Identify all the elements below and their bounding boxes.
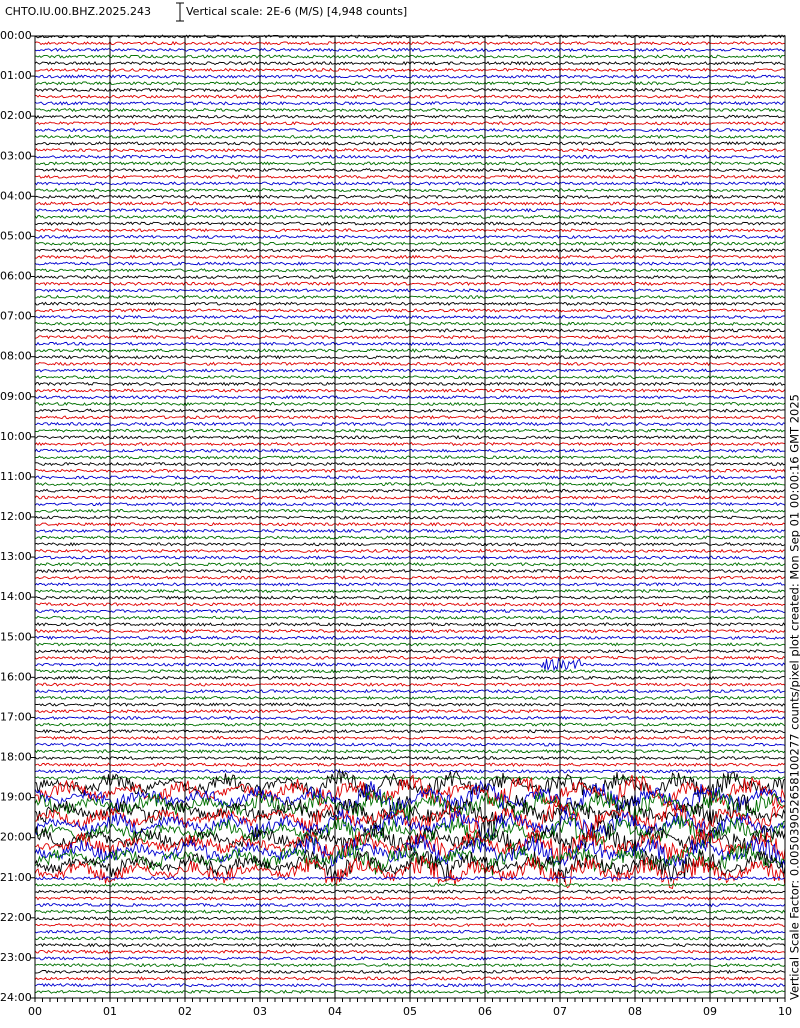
minute-label: 09 [703,1005,717,1018]
minute-label: 00 [28,1005,42,1018]
minute-label: 02 [178,1005,192,1018]
hour-label: 07:00 [0,310,32,323]
minute-label: 03 [253,1005,267,1018]
hour-label: 23:00 [0,951,32,964]
minute-label: 01 [103,1005,117,1018]
minute-label: 10 [778,1005,792,1018]
minute-label: 04 [328,1005,342,1018]
hour-label: 05:00 [0,229,32,242]
hour-label: 16:00 [0,670,32,683]
hour-label: 02:00 [0,109,32,122]
hour-label: 08:00 [0,350,32,363]
hour-label: 10:00 [0,430,32,443]
minute-label: 05 [403,1005,417,1018]
hour-label: 06:00 [0,270,32,283]
hour-label: 01:00 [0,69,32,82]
hour-label: 22:00 [0,911,32,924]
hour-label: 09:00 [0,390,32,403]
hour-label: 11:00 [0,470,32,483]
hour-label: 12:00 [0,510,32,523]
hour-label: 24:00 [0,991,32,1004]
hour-label: 20:00 [0,831,32,844]
hour-label: 15:00 [0,630,32,643]
minute-label: 07 [553,1005,567,1018]
hour-label: 13:00 [0,550,32,563]
hour-label: 04:00 [0,189,32,202]
hour-label: 21:00 [0,871,32,884]
hour-label: 19:00 [0,791,32,804]
minute-label: 08 [628,1005,642,1018]
vertical-scale: Vertical scale: 2E-6 (M/S) [4,948 counts… [186,5,407,18]
side-note: Vertical Scale Factor: 0.005039052658100… [788,394,800,1000]
hour-label: 14:00 [0,590,32,603]
hour-label: 03:00 [0,149,32,162]
hour-label: 18:00 [0,751,32,764]
minute-label: 06 [478,1005,492,1018]
hour-label: 17:00 [0,710,32,723]
station-id: CHTO.IU.00.BHZ.2025.243 [5,5,151,18]
hour-label: 00:00 [0,29,32,42]
